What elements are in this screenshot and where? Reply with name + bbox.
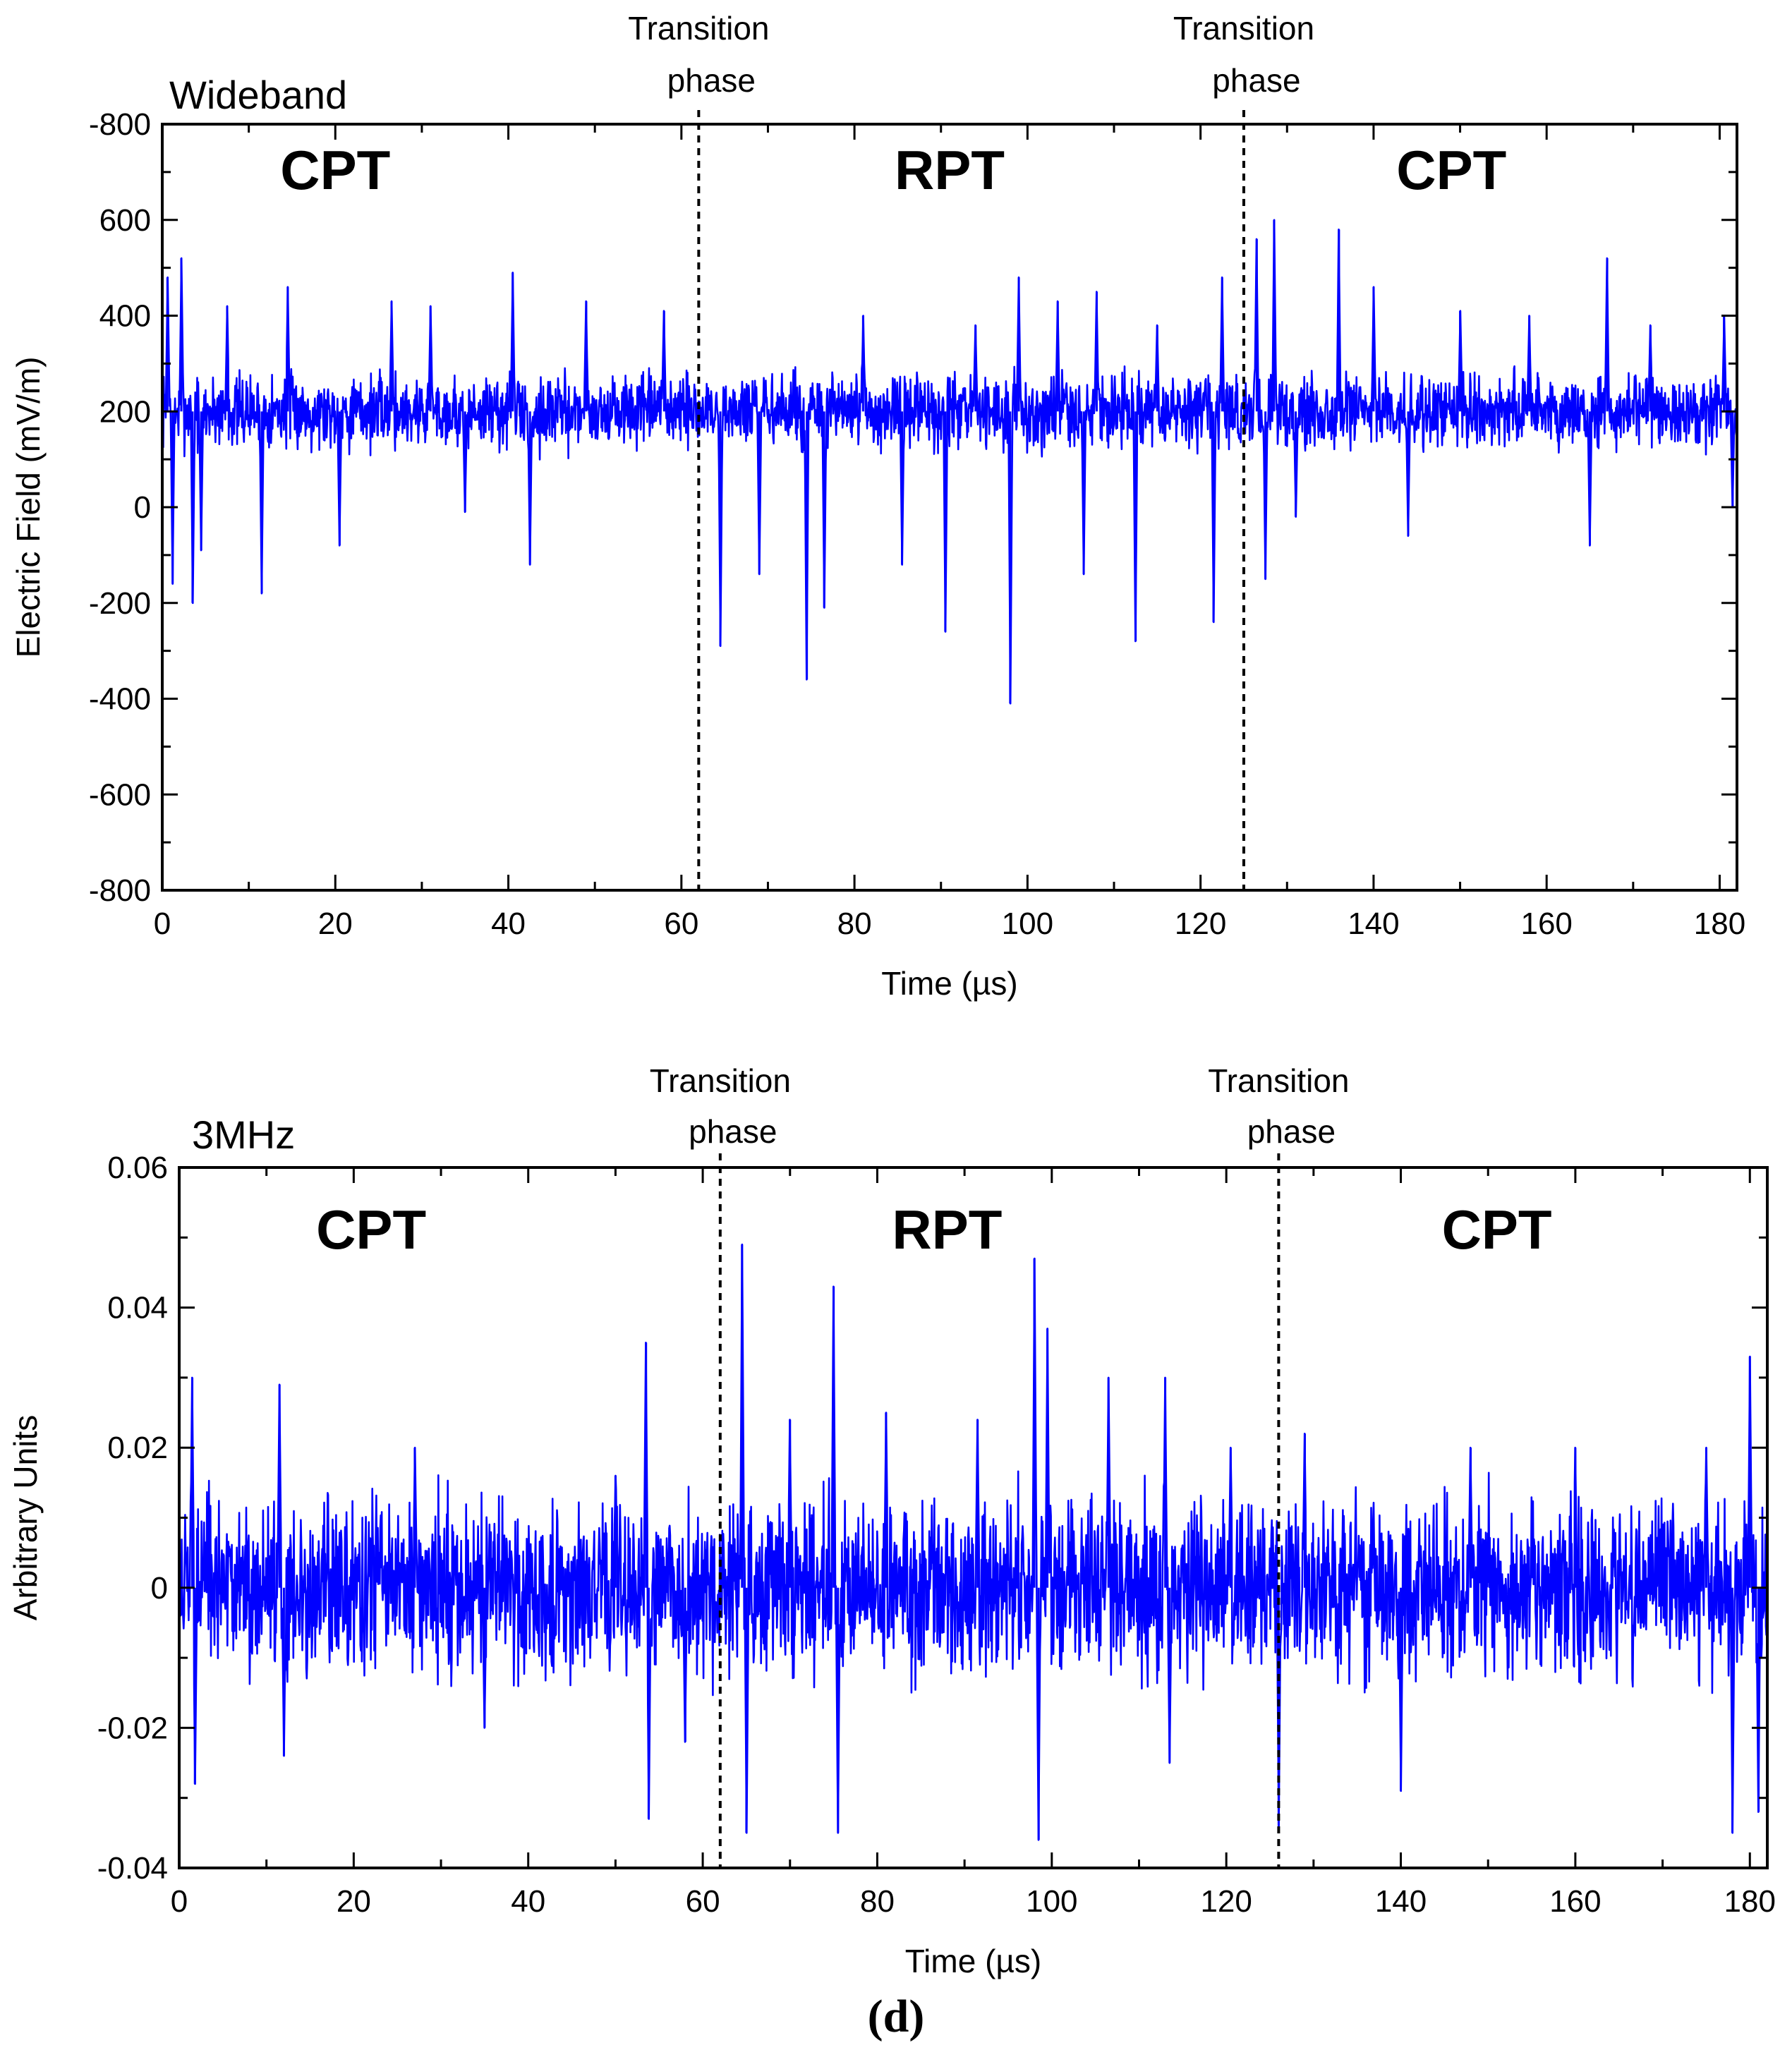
3mhz-x-tick-label: 40 xyxy=(511,1884,545,1919)
3mhz-signal-trace xyxy=(178,1243,1769,1841)
3mhz-y-tick-label: -0.04 xyxy=(97,1851,168,1886)
wideband-y-tick-label: 400 xyxy=(99,299,151,334)
wideband-phase-label-line1: Transition xyxy=(1173,10,1314,47)
wideband-y-tick-label: -200 xyxy=(89,586,151,621)
wideband-panel-tag: Wideband xyxy=(169,73,347,117)
3mhz-ticks: 0 20 40 60 80 100 120 140 160 1800.060.040.020-0.… xyxy=(97,1151,1776,1919)
3mhz-phase-boundaries: Transition phase Transition phase xyxy=(650,1062,1350,1868)
3mhz-region-label-1: RPT xyxy=(892,1199,1002,1261)
wideband-x-axis-label: Time (µs) xyxy=(881,965,1017,1002)
3mhz-x-tick-label: 160 xyxy=(1549,1884,1601,1919)
wideband-y-tick-label: -800 xyxy=(89,107,151,142)
3mhz-region-label-2: CPT xyxy=(1442,1199,1552,1261)
wideband-phase-label-line1: Transition xyxy=(628,10,769,47)
wideband-y-tick-label: -400 xyxy=(89,682,151,717)
3mhz-x-axis-label: Time (µs) xyxy=(905,1943,1041,1979)
3mhz-phase-label-line2: phase xyxy=(689,1113,777,1150)
wideband-x-tick-label: 60 xyxy=(664,906,698,941)
3mhz-x-tick-label: 140 xyxy=(1375,1884,1427,1919)
wideband-region-label-0: CPT xyxy=(280,139,390,201)
3mhz-plot-frame xyxy=(178,1166,1769,1869)
3mhz-phase-label-line1: Transition xyxy=(1208,1062,1349,1099)
3mhz-x-tick-label: 60 xyxy=(686,1884,720,1919)
3mhz-y-tick-label: 0.04 xyxy=(107,1291,168,1325)
3mhz-y-axis-label: Arbitrary Units xyxy=(7,1415,44,1620)
3mhz-x-tick-label: 80 xyxy=(860,1884,895,1919)
wideband-phase-label-line2: phase xyxy=(1212,62,1300,99)
wideband-signal-trace xyxy=(161,219,1738,705)
wideband-x-tick-label: 0 xyxy=(154,906,171,941)
wideband-x-tick-label: 20 xyxy=(318,906,353,941)
wideband-region-labels: CPT RPT CPT xyxy=(280,139,1506,201)
3mhz-phase-label-line2: phase xyxy=(1247,1113,1336,1150)
3mhz-y-tick-label: 0 xyxy=(151,1571,168,1606)
wideband-y-tick-label: 0 xyxy=(134,490,151,525)
wideband-plot-frame xyxy=(161,123,1738,892)
3mhz-region-labels: CPT RPT CPT xyxy=(316,1199,1551,1261)
wideband-y-tick-label: 200 xyxy=(99,394,151,429)
figure-caption: (d) xyxy=(868,1991,925,2042)
3mhz-y-tick-label: 0.06 xyxy=(107,1151,168,1185)
wideband-x-tick-label: 160 xyxy=(1520,906,1572,941)
wideband-region-label-2: CPT xyxy=(1396,139,1506,201)
wideband-x-tick-label: 40 xyxy=(491,906,526,941)
wideband-y-tick-label: -800 xyxy=(89,873,151,908)
wideband-x-tick-label: 120 xyxy=(1175,906,1226,941)
wideband-x-tick-label: 80 xyxy=(837,906,872,941)
wideband-region-label-1: RPT xyxy=(895,139,1005,201)
wideband-x-tick-label: 180 xyxy=(1694,906,1745,941)
wideband-y-tick-label: 600 xyxy=(99,203,151,238)
wideband-ticks: 0 20 40 60 80 100 120 140 160 180 -800 600 400 200 0 -2… xyxy=(89,107,1745,941)
wideband-panel: 0 20 40 60 80 100 120 140 160 180 -800 600 400 200 0 -2… xyxy=(10,10,1745,1002)
3mhz-x-tick-label: 120 xyxy=(1200,1884,1252,1919)
3mhz-panel-tag: 3MHz xyxy=(192,1112,295,1157)
wideband-x-tick-label: 100 xyxy=(1002,906,1053,941)
wideband-y-axis-label: Electric Field (mV/m) xyxy=(10,357,47,658)
wideband-x-tick-label: 140 xyxy=(1348,906,1399,941)
3mhz-panel: 0 20 40 60 80 100 120 140 160 1800.060.040.020-0.… xyxy=(7,1062,1776,1979)
3mhz-x-tick-label: 180 xyxy=(1724,1884,1776,1919)
3mhz-phase-label-line1: Transition xyxy=(650,1062,791,1099)
3mhz-x-tick-label: 0 xyxy=(171,1884,188,1919)
wideband-y-tick-label: -600 xyxy=(89,777,151,812)
3mhz-y-tick-label: 0.02 xyxy=(107,1431,168,1465)
3mhz-trace-group xyxy=(178,1243,1769,1841)
3mhz-y-tick-label: -0.02 xyxy=(97,1711,168,1745)
wideband-phase-boundaries: Transition phase Transition phase xyxy=(628,10,1314,890)
3mhz-x-tick-label: 100 xyxy=(1026,1884,1077,1919)
wideband-phase-label-line2: phase xyxy=(667,62,756,99)
3mhz-region-label-0: CPT xyxy=(316,1199,426,1261)
wideband-trace-group xyxy=(161,219,1738,705)
3mhz-x-tick-label: 20 xyxy=(337,1884,371,1919)
